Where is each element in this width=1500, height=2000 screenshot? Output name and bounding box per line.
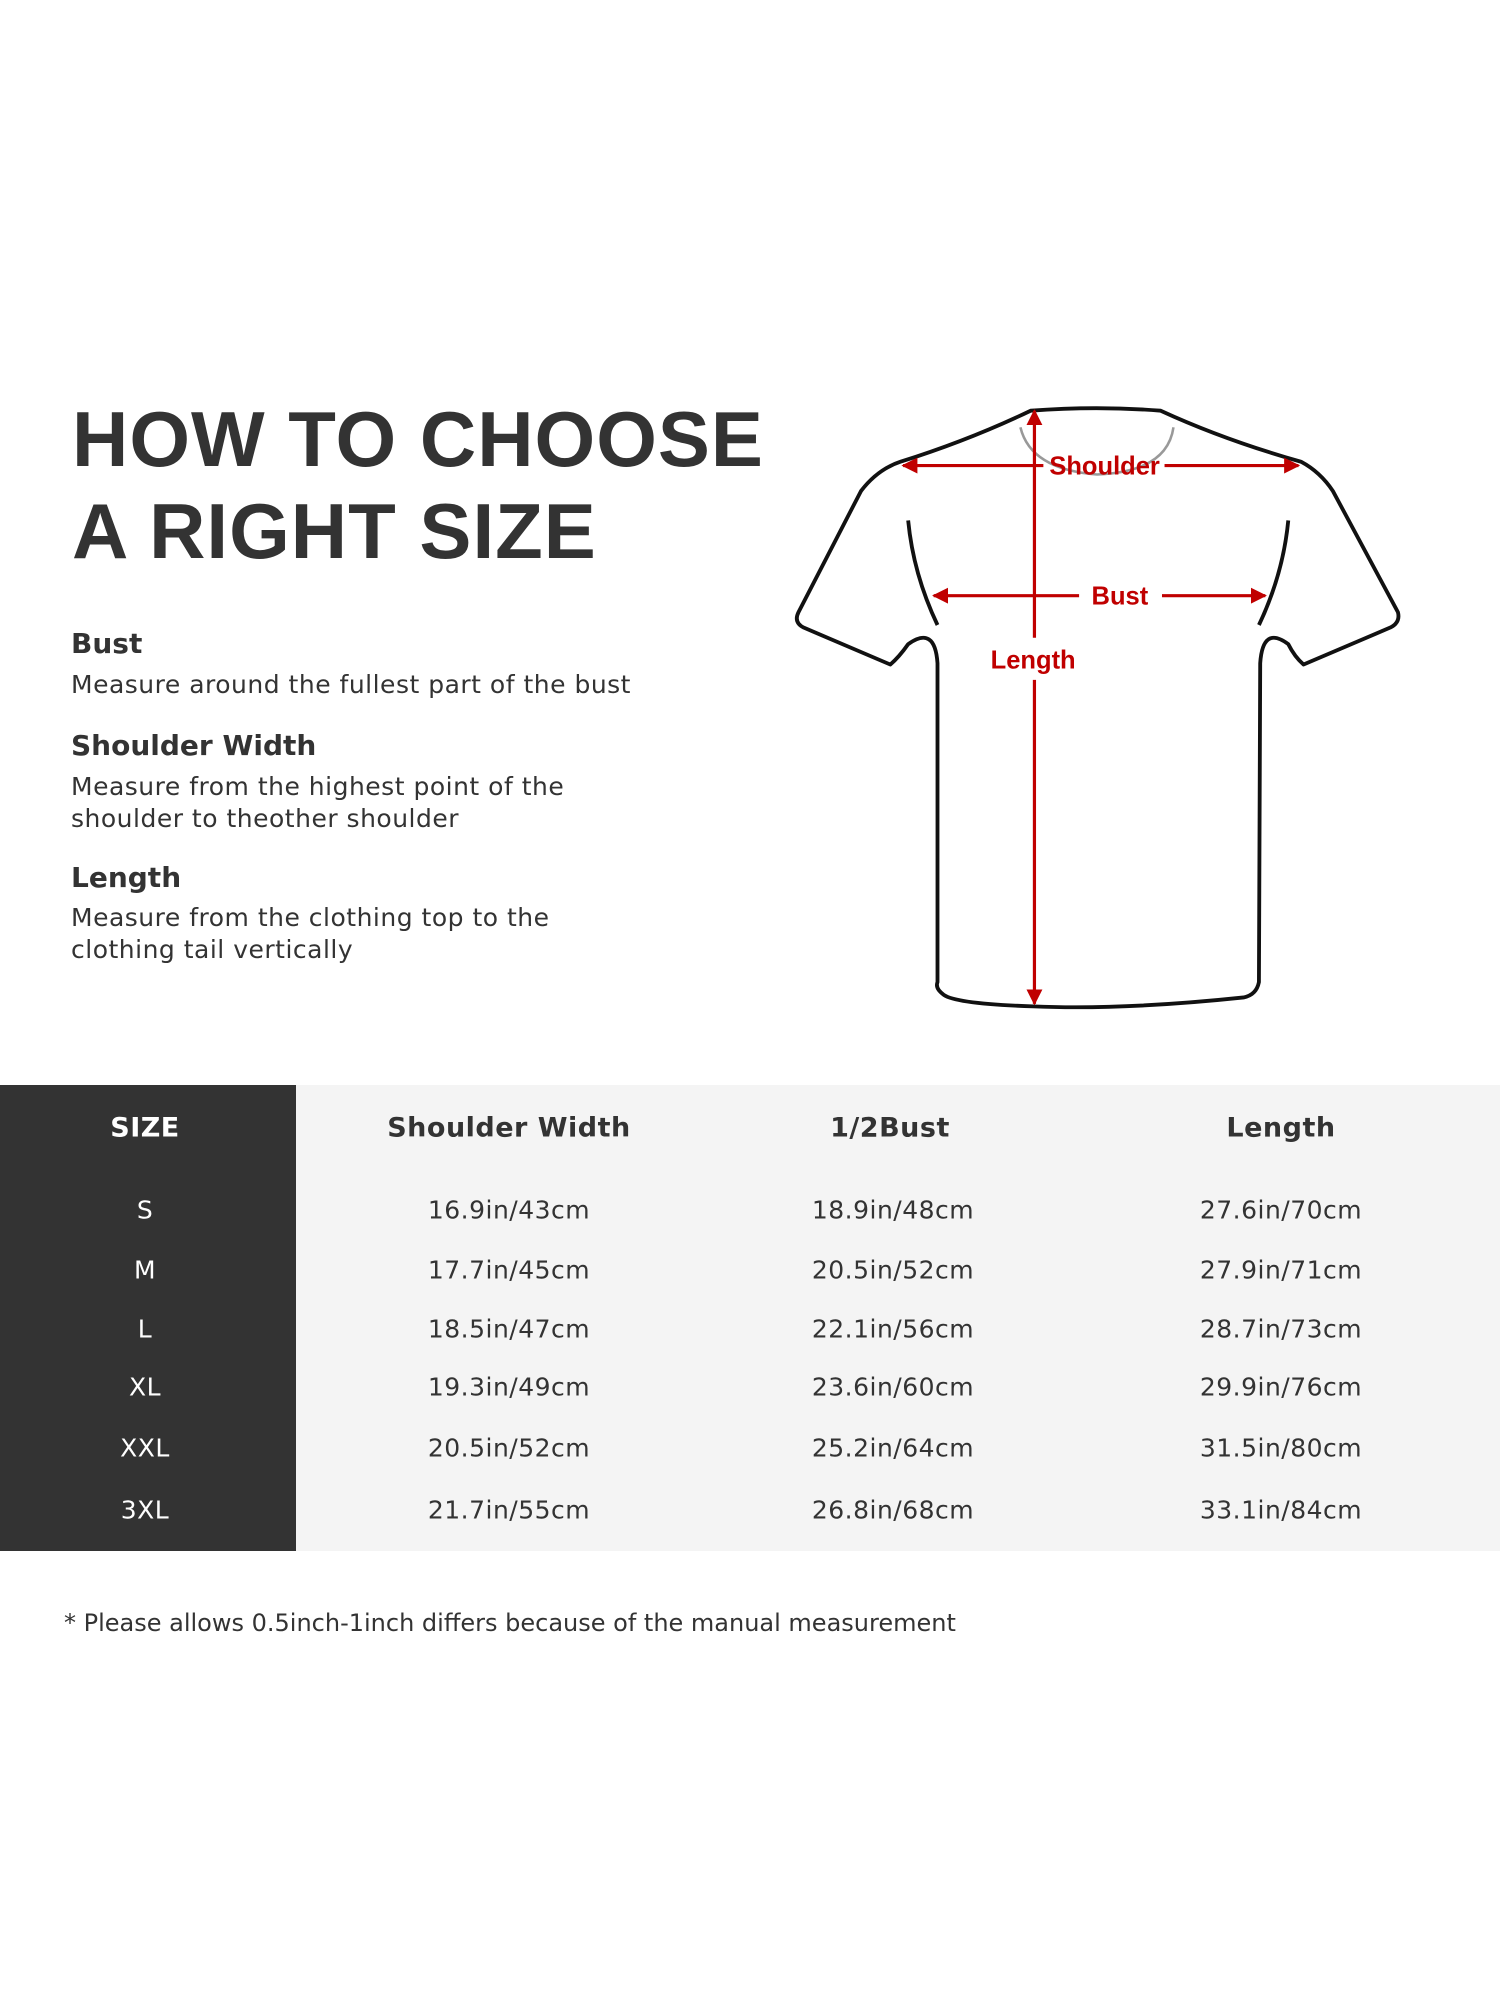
shoulder-desc-1: Measure from the highest point of the <box>71 772 565 801</box>
footnote: * Please allows 0.5inch-1inch differs be… <box>64 1609 956 1637</box>
measure-arrows <box>901 409 1301 1006</box>
table-cell: 31.5in/80cm <box>1199 1433 1363 1463</box>
table-cell: 20.5in/52cm <box>811 1255 975 1285</box>
table-cell: 23.6in/60cm <box>811 1372 975 1402</box>
length-desc-2: clothing tail vertically <box>71 935 354 964</box>
header-length: Length <box>1226 1112 1336 1144</box>
header-size: SIZE <box>110 1112 180 1144</box>
table-cell: 18.9in/48cm <box>811 1195 975 1225</box>
shoulder-desc-2: shoulder to theother shoulder <box>71 804 460 833</box>
page-title-line2: A RIGHT SIZE <box>72 487 597 575</box>
table-cell: 26.8in/68cm <box>811 1495 975 1525</box>
table-cell: 18.5in/47cm <box>427 1314 591 1344</box>
table-cell: 16.9in/43cm <box>427 1195 591 1225</box>
page-title-line1: HOW TO CHOOSE <box>72 395 764 483</box>
size-table: SIZE Shoulder Width 1/2Bust Length S 16.9… <box>0 1085 1500 1551</box>
length-label: Length <box>991 646 1076 674</box>
length-heading: Length <box>71 861 182 894</box>
length-desc-1: Measure from the clothing top to the <box>71 903 550 932</box>
table-cell: 17.7in/45cm <box>427 1255 591 1285</box>
table-cell: 21.7in/55cm <box>427 1495 591 1525</box>
bust-desc: Measure around the fullest part of the b… <box>71 670 631 699</box>
header-shoulder-width: Shoulder Width <box>387 1112 631 1144</box>
size-label: S <box>136 1195 154 1225</box>
table-cell: 28.7in/73cm <box>1199 1314 1363 1344</box>
table-cell: 27.9in/71cm <box>1199 1255 1363 1285</box>
size-label: M <box>133 1255 157 1285</box>
shoulder-heading: Shoulder Width <box>71 729 317 762</box>
size-column <box>0 1085 296 1551</box>
table-cell: 22.1in/56cm <box>811 1314 975 1344</box>
header-half-bust: 1/2Bust <box>830 1112 950 1144</box>
table-cell: 33.1in/84cm <box>1199 1495 1363 1525</box>
table-cell: 19.3in/49cm <box>427 1372 591 1402</box>
table-cell: 27.6in/70cm <box>1199 1195 1363 1225</box>
table-cell: 25.2in/64cm <box>811 1433 975 1463</box>
size-label: XXL <box>120 1433 170 1463</box>
size-label: L <box>137 1314 153 1344</box>
bust-label: Bust <box>1092 583 1149 611</box>
size-label: XL <box>128 1372 162 1402</box>
table-cell: 29.9in/76cm <box>1199 1372 1363 1402</box>
table-cell: 20.5in/52cm <box>427 1433 591 1463</box>
tshirt-outline <box>794 406 1401 1010</box>
shoulder-label: Shoulder <box>1049 452 1160 480</box>
size-label: 3XL <box>120 1495 170 1525</box>
bust-heading: Bust <box>71 627 143 660</box>
